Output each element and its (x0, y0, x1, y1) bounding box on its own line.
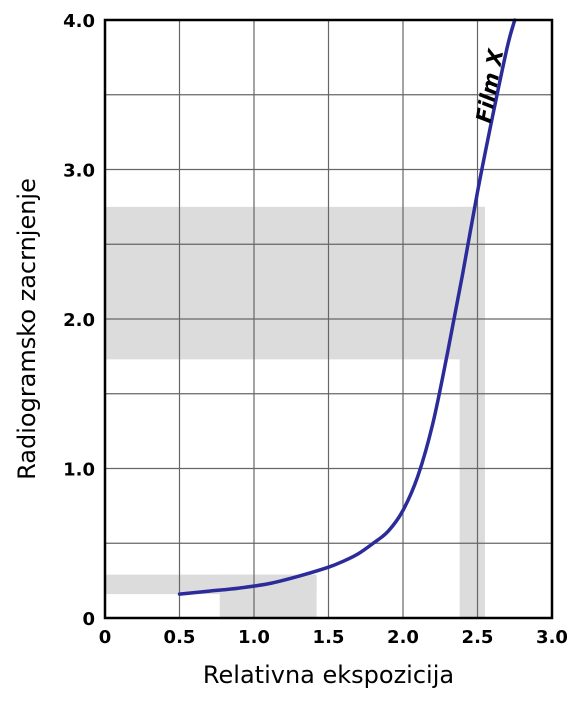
series-layer (177, 18, 517, 596)
shaded-region-1 (105, 206, 485, 360)
x-tick-label: 1.5 (313, 627, 345, 648)
x-tick-labels: 0 0.5 1.0 1.5 2.0 2.5 3.0 (99, 627, 568, 648)
y-tick-label: 4.0 (63, 11, 95, 32)
x-axis-title: Relativna ekspozicija (203, 661, 454, 689)
x-tick-label: 0 (99, 627, 112, 648)
y-tick-label: 3.0 (63, 161, 95, 182)
x-tick-label: 2.0 (387, 627, 419, 648)
grid (105, 20, 552, 618)
y-tick-label: 1.0 (63, 460, 95, 481)
y-tick-label: 2.0 (63, 310, 95, 331)
shaded-region-4 (219, 574, 317, 618)
y-tick-label: 0 (82, 609, 95, 630)
plot-border (103, 18, 554, 620)
x-tick-label: 2.5 (462, 627, 494, 648)
x-tick-label: 1.0 (238, 627, 270, 648)
shaded-regions (105, 206, 485, 618)
plot-frame (103, 18, 554, 620)
x-tick-label: 0.5 (164, 627, 196, 648)
y-tick-labels: 0 1.0 2.0 3.0 4.0 (63, 11, 95, 630)
series-line-film-x (177, 18, 517, 596)
x-tick-label: 3.0 (536, 627, 568, 648)
y-axis-title: Radiogramsko zacrnjenje (13, 178, 41, 480)
